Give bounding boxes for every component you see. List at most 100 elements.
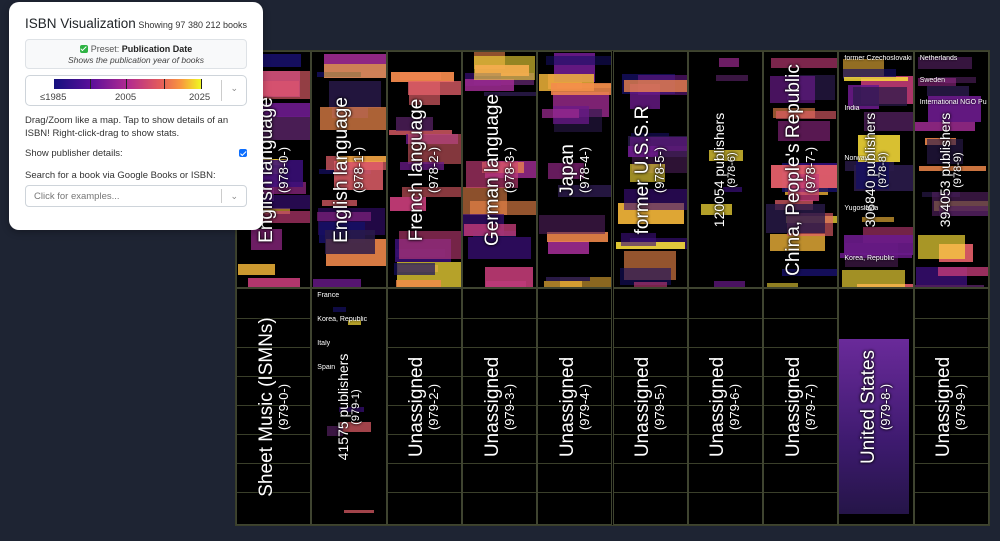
data-band	[398, 230, 461, 259]
grid-line	[462, 434, 537, 435]
isbn-block-cell[interactable]: 120054 publishers (978-6)	[687, 51, 764, 288]
grid-line	[914, 492, 988, 493]
chevron-down-icon[interactable]: ⌄	[230, 83, 238, 93]
block-code: (978-3-)	[501, 146, 517, 193]
isbn-block-cell[interactable]: Unassigned (979-4-)	[537, 288, 613, 525]
country-label: Yugoslavia	[844, 205, 879, 212]
dropdown-separator	[221, 188, 222, 203]
block-code: (979-7-)	[802, 383, 818, 430]
data-band	[483, 91, 537, 96]
grid-line	[387, 434, 461, 435]
grid-line	[237, 434, 311, 435]
isbn-block-cell[interactable]: former U.S.S.R (978-5-)	[612, 51, 688, 288]
show-publisher-checkbox[interactable]	[239, 149, 247, 158]
block-label: 41575 publishers (979-1)	[335, 353, 362, 460]
country-label: International NGO Publishers and EU Orga…	[919, 99, 987, 106]
data-band	[251, 53, 302, 67]
data-band	[624, 80, 687, 93]
grid-line	[613, 347, 687, 348]
block-code: (979-8-)	[878, 383, 894, 430]
grid-line	[462, 318, 537, 319]
dropdown-separator	[221, 80, 222, 101]
data-band	[918, 235, 966, 260]
isbn-block-cell[interactable]: United States (979-8-)	[838, 288, 914, 525]
isbn-block-cell[interactable]: German language (978-3-)	[461, 51, 538, 288]
data-band	[541, 109, 580, 118]
isbn-block-cell[interactable]: Sheet Music (ISMNs) (979-0-)	[236, 288, 312, 525]
grid-line	[914, 463, 988, 464]
data-band	[343, 509, 374, 513]
block-name: Unassigned	[557, 356, 579, 457]
grid-line	[613, 463, 687, 464]
data-band	[322, 199, 358, 207]
search-placeholder: Click for examples...	[34, 190, 120, 202]
data-band	[250, 229, 282, 250]
data-band	[470, 201, 537, 216]
data-band	[328, 80, 382, 108]
grid-line	[764, 463, 838, 464]
data-band	[718, 57, 740, 67]
block-name: 120054 publishers	[711, 112, 728, 227]
grid-line	[764, 318, 838, 319]
data-band	[714, 281, 745, 287]
block-code: (979-6-)	[727, 383, 743, 430]
isbn-block-cell[interactable]: Unassigned (979-2-)	[386, 288, 462, 525]
block-name: Unassigned	[406, 356, 428, 457]
data-band	[545, 56, 612, 66]
data-band	[630, 132, 669, 140]
grid-line	[237, 347, 311, 348]
grid-line	[387, 463, 461, 464]
grid-line	[462, 376, 537, 377]
grid-line	[764, 405, 838, 406]
grid-line	[538, 376, 612, 377]
isbn-block-cell[interactable]: Unassigned (979-3-)	[461, 288, 538, 525]
isbn-block-cell[interactable]: French language (978-2-)	[386, 51, 462, 288]
data-band	[546, 277, 591, 282]
isbn-block-cell[interactable]: Unassigned (979-7-)	[763, 288, 839, 525]
data-band	[709, 150, 744, 161]
isbn-block-cell[interactable]: 306840 publishers (978-8)	[838, 51, 914, 288]
grid-line	[914, 405, 988, 406]
data-band	[332, 307, 347, 312]
isbn-block-cell[interactable]: Unassigned (979-5-)	[612, 288, 688, 525]
isbn-block-cell[interactable]: China, People's Republic (978-7-)	[763, 51, 839, 288]
block-name: French language	[406, 98, 428, 241]
data-band	[843, 68, 897, 79]
isbn-map[interactable]: English language (978-0-) English language…	[235, 50, 990, 526]
isbn-block-cell[interactable]: 41575 publishers (979-1)	[311, 288, 387, 525]
data-band	[547, 163, 585, 179]
block-code: (978-8)	[876, 151, 889, 188]
data-band	[247, 278, 301, 287]
grid-line	[538, 434, 612, 435]
block-name: China, People's Republic	[782, 63, 804, 276]
block-name: English language	[331, 96, 353, 243]
data-band	[336, 156, 386, 163]
isbn-block-cell[interactable]: Unassigned (979-9-)	[913, 288, 989, 525]
grid-line	[688, 318, 763, 319]
data-band	[788, 173, 819, 202]
data-band	[630, 163, 665, 182]
data-band	[347, 319, 361, 325]
grid-line	[462, 405, 537, 406]
isbn-block-cell[interactable]: 394053 publishers (978-9)	[913, 51, 989, 288]
preset-button[interactable]: Preset: Publication Date Shows the publi…	[25, 39, 247, 69]
data-band	[927, 85, 970, 97]
isbn-block-cell[interactable]: Japan (978-4-)	[537, 51, 613, 288]
color-legend-select[interactable]: ≤1985 2005 2025 ⌄	[25, 75, 247, 106]
search-input[interactable]: Click for examples... ⌄	[25, 184, 247, 207]
isbn-block-cell[interactable]: Unassigned (979-6-)	[687, 288, 764, 525]
data-band	[317, 212, 372, 221]
grid-line	[688, 405, 763, 406]
data-band	[766, 204, 825, 233]
data-band	[927, 96, 982, 123]
grid-line	[538, 347, 612, 348]
isbn-block-cell[interactable]: English language (978-1-)	[311, 51, 387, 288]
data-band	[393, 262, 435, 276]
grid-line	[538, 463, 612, 464]
data-band	[770, 233, 825, 251]
chevron-down-icon[interactable]: ⌄	[230, 190, 238, 201]
grid-line	[613, 434, 687, 435]
grid-line	[688, 463, 763, 464]
data-band	[769, 75, 816, 103]
block-label: Japan (978-4-)	[557, 144, 592, 196]
